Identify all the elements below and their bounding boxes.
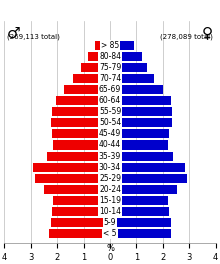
Bar [110,85,163,94]
Bar [110,129,169,139]
Text: 20-24: 20-24 [99,185,121,194]
Text: %: % [106,244,114,253]
Text: 65-69: 65-69 [99,85,121,94]
Bar [64,85,110,94]
Bar [110,163,185,172]
Bar [52,207,110,216]
Bar [73,74,110,83]
Text: ♂: ♂ [7,26,21,41]
Text: 5-9: 5-9 [104,218,116,227]
Bar [110,185,177,194]
Bar [110,218,171,227]
Bar [47,152,110,161]
Bar [110,52,142,61]
Bar [35,174,110,183]
Bar [110,174,187,183]
Bar [56,96,110,105]
Bar [110,196,168,205]
Text: 25-29: 25-29 [99,174,121,183]
Bar [53,140,110,149]
Text: 50-54: 50-54 [99,118,121,127]
Text: 45-49: 45-49 [99,129,121,138]
Bar [110,74,154,83]
Text: 60-64: 60-64 [99,96,121,105]
Text: 40-44: 40-44 [99,140,121,149]
Bar [110,96,171,105]
Bar [53,196,110,205]
Bar [110,107,172,116]
Bar [95,41,110,50]
Text: 70-74: 70-74 [99,74,121,83]
Bar [51,118,110,128]
Bar [110,140,168,149]
Text: 35-39: 35-39 [99,152,121,161]
Text: < 5: < 5 [103,229,117,238]
Bar [110,63,147,72]
Bar [49,229,110,238]
Bar [110,152,173,161]
Bar [81,63,110,72]
Bar [44,185,110,194]
Bar [51,218,110,227]
Text: 75-79: 75-79 [99,63,121,72]
Bar [110,41,134,50]
Bar [52,129,110,139]
Text: > 85: > 85 [101,41,119,50]
Bar [52,107,110,116]
Bar [88,52,110,61]
Text: ♀: ♀ [202,26,213,41]
Bar [110,118,172,128]
Text: 80-84: 80-84 [99,52,121,61]
Bar [33,163,110,172]
Text: 10-14: 10-14 [99,207,121,216]
Bar [110,207,169,216]
Text: 15-19: 15-19 [99,196,121,205]
Text: 55-59: 55-59 [99,107,121,116]
Text: (269,113 total): (269,113 total) [7,33,60,40]
Text: (278,089 total): (278,089 total) [160,33,213,40]
Bar [110,229,171,238]
Text: 30-34: 30-34 [99,163,121,172]
